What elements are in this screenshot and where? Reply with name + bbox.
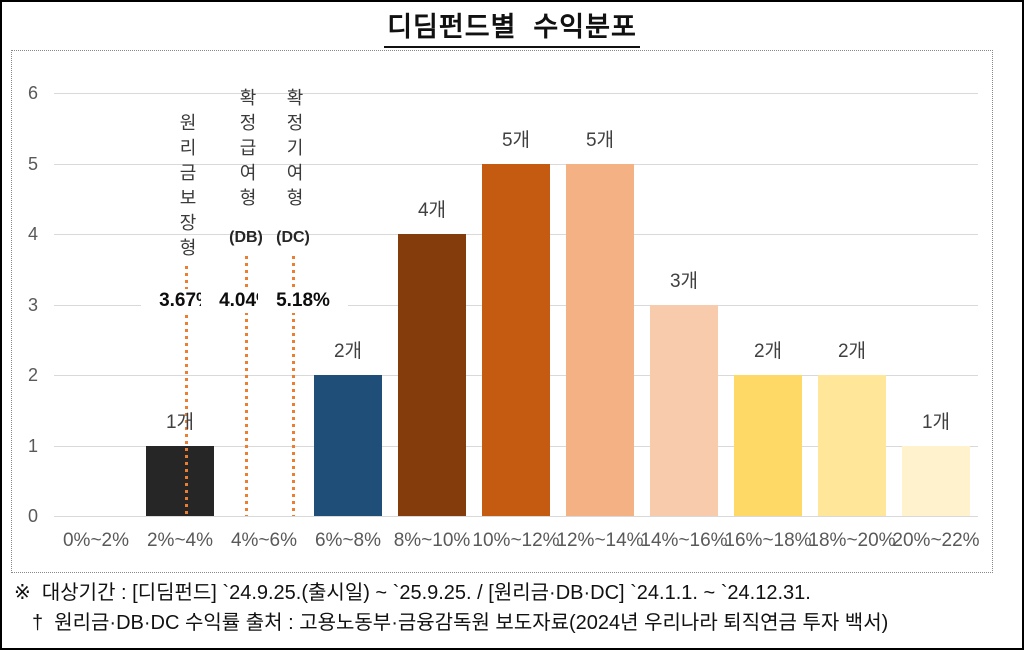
y-axis-tick-label-2: 2 [27, 365, 38, 385]
bar-12%~14% [566, 163, 634, 516]
bar-14%~16% [650, 304, 718, 516]
y-axis-tick-label-0: 0 [27, 506, 38, 526]
bar-value-label-18%~20%: 2개 [837, 341, 867, 362]
bar-value-label-16%~18%: 2개 [753, 341, 783, 362]
reference-value-확정기여형: 5.18% [258, 289, 348, 313]
reference-sublabel-확정급여형: (DB) [229, 229, 263, 246]
y-axis-tick-label-5: 5 [27, 153, 38, 174]
reference-line-원리금보장형 [185, 266, 188, 516]
page-title-wrap: 디딤펀드별 수익분포 [2, 5, 1022, 48]
bar-20%~22% [902, 445, 970, 516]
bar-8%~10% [398, 234, 466, 516]
bar-value-label-10%~12%: 5개 [501, 129, 531, 151]
reference-name-확정급여형: 확정급여형 [237, 88, 257, 213]
reference-sublabel-확정기여형: (DC) [276, 229, 310, 246]
bar-2%~4% [146, 445, 214, 516]
x-axis-tick-label-16%~18%: 16%~18% [724, 530, 812, 551]
bar-18%~20% [818, 375, 886, 516]
page-title: 디딤펀드별 수익분포 [384, 5, 640, 48]
bar-6%~8% [314, 375, 382, 516]
x-axis-tick-label-12%~14%: 12%~14% [556, 530, 644, 551]
chart-footnotes: ※ 대상기간 : [디딤펀드] `24.9.25.(출시일) ~ `25.9.2… [14, 578, 1014, 638]
bar-value-label-2%~4%: 1개 [165, 411, 195, 433]
gridline-y0 [54, 516, 978, 517]
x-axis-tick-label-0%~2%: 0%~2% [62, 530, 130, 551]
bar-10%~12% [482, 163, 550, 516]
footnote-source: † 원리금·DB·DC 수익률 출처 : 고용노동부·금융감독원 보도자료(20… [32, 612, 889, 634]
bar-value-label-6%~8%: 2개 [333, 341, 363, 362]
y-axis-tick-label-1: 1 [27, 435, 38, 456]
x-axis-tick-label-20%~22%: 20%~22% [892, 530, 980, 551]
bar-16%~18% [734, 375, 802, 516]
x-axis-tick-label-6%~8%: 6%~8% [314, 530, 382, 551]
reference-name-확정기여형: 확정기여형 [284, 88, 304, 213]
bar-value-label-12%~14%: 5개 [585, 129, 615, 151]
chart-plot-area: 0 1 2 3 4 5 6 0%~2% 1개 2%~4% 4%~6% 2개 6%~8% 4개 8%~10% 5… [11, 50, 993, 573]
x-axis-tick-label-4%~6%: 4%~6% [230, 530, 298, 551]
gridline-y6 [54, 93, 978, 94]
x-axis-tick-label-8%~10%: 8%~10% [393, 530, 471, 551]
reference-line-확정급여형 [245, 256, 248, 516]
y-axis-tick-label-3: 3 [27, 294, 38, 315]
x-axis-tick-label-2%~4%: 2%~4% [146, 530, 214, 551]
x-axis-tick-label-10%~12%: 10%~12% [472, 530, 560, 551]
bar-value-label-20%~22%: 1개 [921, 411, 951, 433]
reference-line-확정기여형 [292, 256, 295, 516]
bar-value-label-14%~16%: 3개 [669, 270, 699, 292]
bar-value-label-8%~10%: 4개 [417, 200, 447, 221]
reference-name-원리금보장형: 원리금보장형 [177, 113, 197, 263]
x-axis-tick-label-18%~20%: 18%~20% [808, 530, 896, 551]
footnote-period: ※ 대상기간 : [디딤펀드] `24.9.25.(출시일) ~ `25.9.2… [14, 582, 811, 604]
x-axis-tick-label-14%~16%: 14%~16% [640, 530, 728, 551]
y-axis-tick-label-6: 6 [27, 83, 38, 103]
y-axis-tick-label-4: 4 [27, 224, 38, 244]
